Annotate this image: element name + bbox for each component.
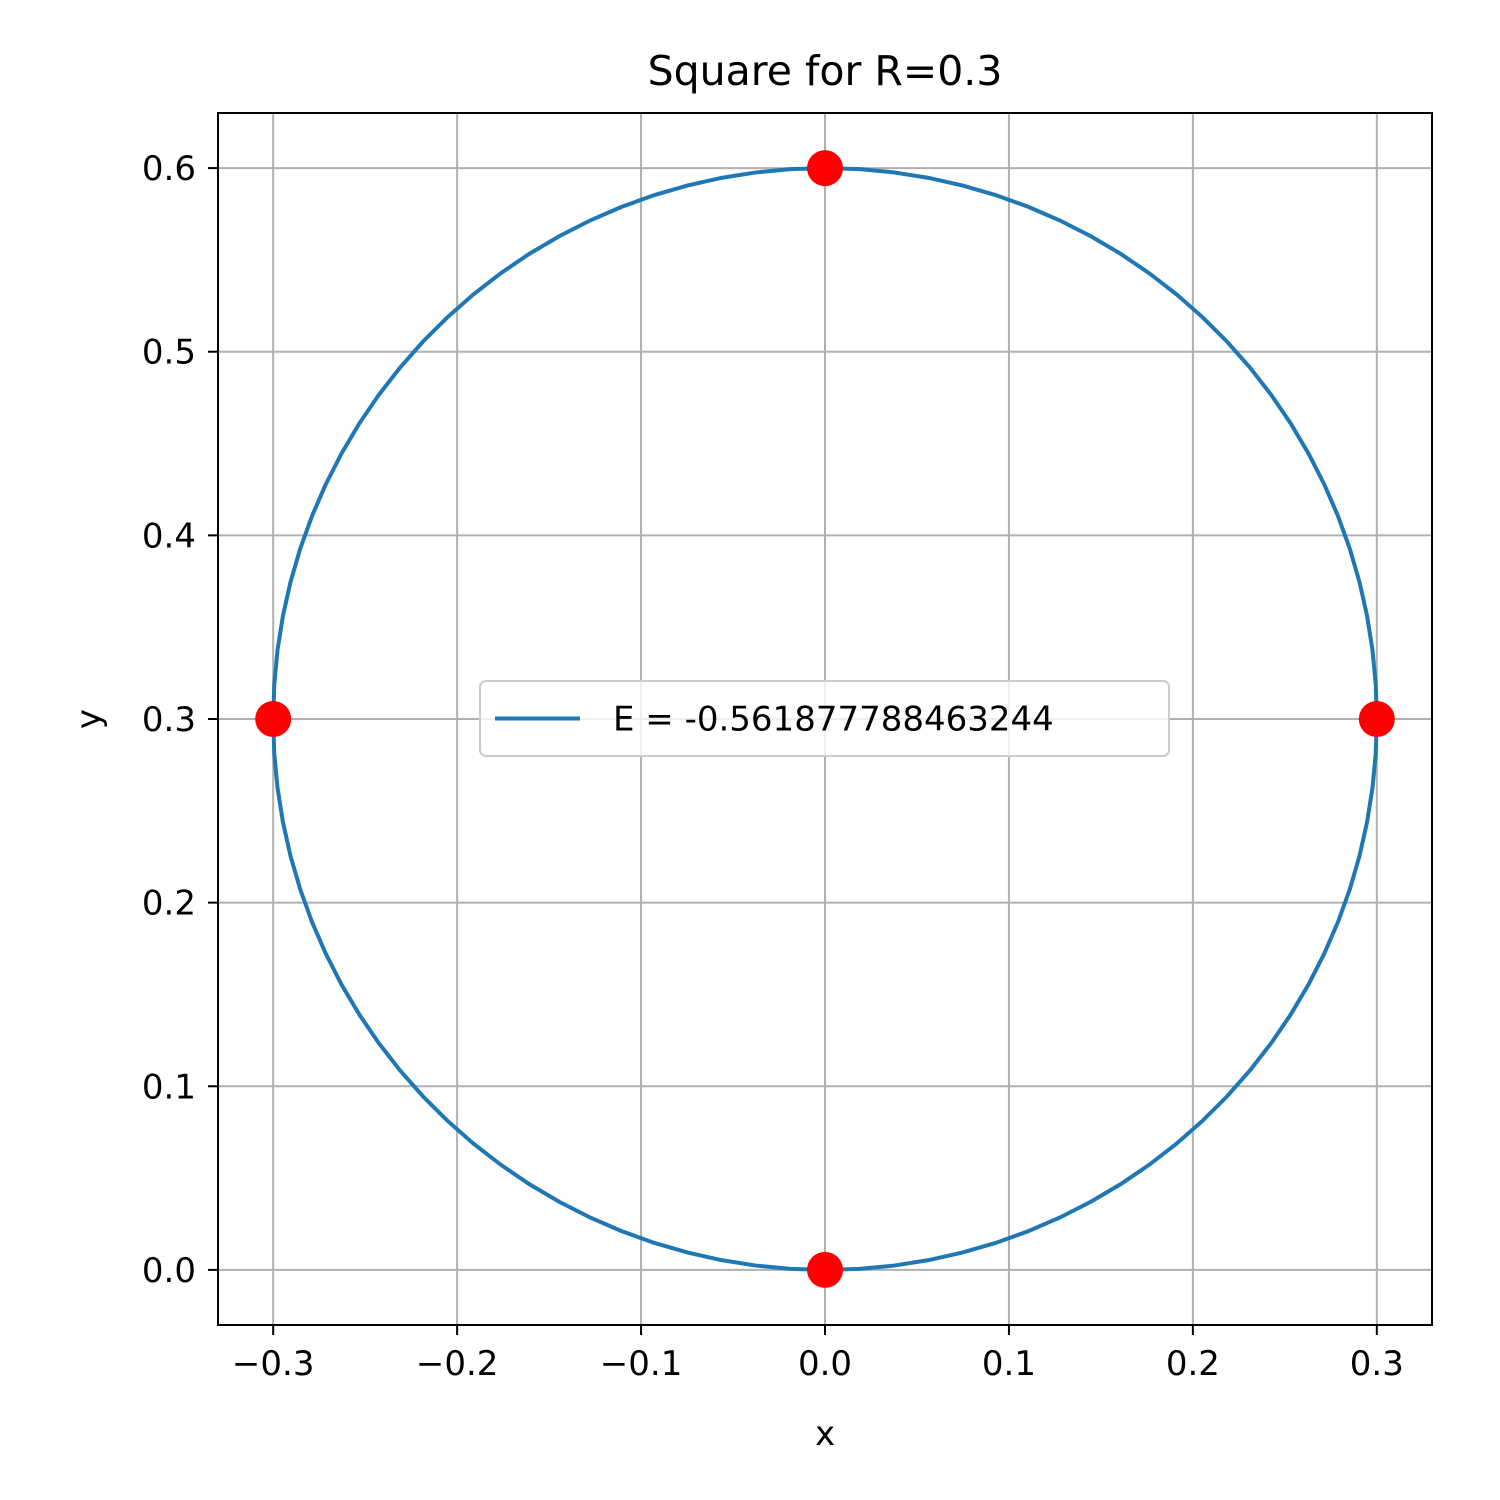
x-tick-label: −0.3	[232, 1344, 315, 1384]
x-tick-label: 0.2	[1166, 1344, 1220, 1384]
x-tick-label: −0.1	[600, 1344, 683, 1384]
series-layer	[255, 150, 1395, 1288]
y-tick-label: 0.0	[142, 1251, 196, 1291]
data-point	[1358, 701, 1395, 737]
x-tick-label: −0.2	[416, 1344, 499, 1384]
data-point	[255, 701, 292, 737]
x-axis-label: x	[815, 1414, 835, 1454]
y-tick-label: 0.5	[142, 333, 196, 373]
chart-title: Square for R=0.3	[648, 47, 1003, 95]
y-tick-label: 0.4	[142, 516, 196, 556]
data-point	[807, 150, 843, 187]
legend-box	[479, 680, 1170, 757]
x-tick-label: 0.1	[982, 1344, 1036, 1384]
y-tick-label: 0.6	[142, 149, 196, 189]
ticks: −0.3 −0.2 −0.1 0.0 0.1 0.2 0.3 0.0 0.1 0.2 0.3 0.4 0…	[142, 149, 1404, 1384]
data-point	[807, 1251, 843, 1288]
y-tick-label: 0.3	[142, 700, 196, 740]
y-tick-label: 0.1	[142, 1067, 196, 1107]
x-tick-label: 0.0	[798, 1344, 852, 1384]
x-tick-label: 0.3	[1350, 1344, 1404, 1384]
y-tick-label: 0.2	[142, 884, 196, 924]
legend: E = -0.561877788463244	[479, 680, 1170, 757]
legend-label: E = -0.561877788463244	[613, 700, 1054, 740]
y-axis-label: y	[69, 709, 109, 729]
